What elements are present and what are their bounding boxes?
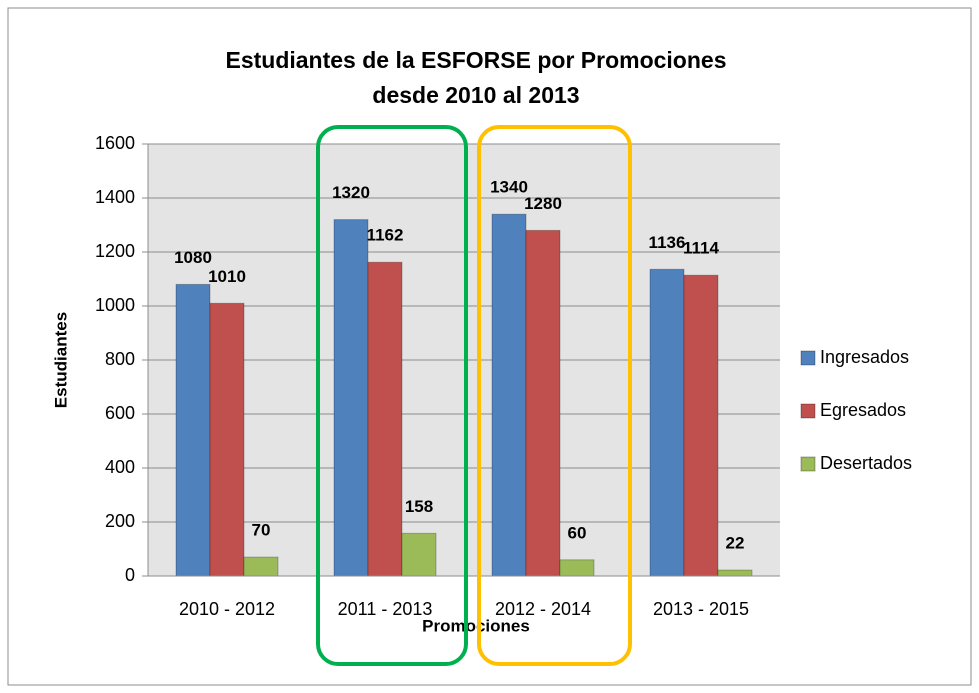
bar — [683, 274, 719, 577]
legend-label: Ingresados — [820, 347, 909, 367]
data-label: 70 — [252, 521, 271, 540]
y-tick-label: 400 — [105, 457, 135, 477]
y-tick-label: 600 — [105, 403, 135, 423]
y-tick-label: 1400 — [95, 187, 135, 207]
bar — [367, 261, 403, 577]
chart-title: desde 2010 al 2013 — [372, 82, 579, 108]
x-tick-label: 2010 - 2012 — [179, 599, 275, 619]
y-tick-label: 1000 — [95, 295, 135, 315]
x-tick-label: 2012 - 2014 — [495, 599, 591, 619]
x-tick-label: 2011 - 2013 — [338, 599, 433, 619]
bar — [491, 213, 527, 577]
y-axis-title: Estudiantes — [51, 312, 70, 408]
y-tick-label: 1600 — [95, 133, 135, 153]
y-tick-label: 1200 — [95, 241, 135, 261]
legend-label: Desertados — [820, 453, 912, 473]
highlight-box — [477, 125, 632, 666]
x-axis-title: Promociones — [422, 616, 530, 635]
data-label: 1320 — [332, 183, 370, 202]
bar — [243, 556, 279, 577]
y-tick-label: 0 — [125, 565, 135, 585]
highlight-box — [316, 125, 468, 666]
legend-swatch — [800, 403, 816, 419]
y-tick-label: 800 — [105, 349, 135, 369]
x-tick-label: 2013 - 2015 — [653, 599, 749, 619]
bar — [401, 532, 437, 577]
bar — [559, 559, 595, 577]
data-label: 158 — [405, 497, 433, 516]
chart-title: Estudiantes de la ESFORSE por Promocione… — [225, 47, 726, 73]
bar — [175, 283, 211, 577]
bar — [209, 302, 245, 577]
data-label: 1162 — [367, 226, 404, 245]
legend-label: Egresados — [820, 400, 906, 420]
data-label: 1280 — [524, 194, 562, 213]
data-label: 1136 — [649, 233, 686, 252]
legend-swatch — [800, 456, 816, 472]
bar — [717, 569, 753, 577]
data-label: 1080 — [174, 248, 212, 267]
bar — [525, 229, 561, 577]
data-label: 1340 — [490, 178, 528, 197]
data-label: 22 — [726, 534, 745, 553]
data-label: 60 — [568, 523, 587, 542]
bar — [649, 268, 685, 577]
y-tick-label: 200 — [105, 511, 135, 531]
legend-swatch — [800, 350, 816, 366]
data-label: 1114 — [683, 239, 719, 258]
data-label: 1010 — [208, 267, 246, 286]
bar — [333, 219, 369, 577]
